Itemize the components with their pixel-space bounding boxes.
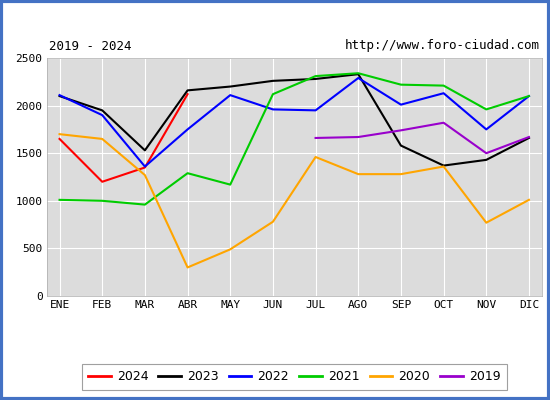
Text: 2019 - 2024: 2019 - 2024 <box>49 40 131 52</box>
Text: http://www.foro-ciudad.com: http://www.foro-ciudad.com <box>344 40 540 52</box>
Text: Evolucion Nº Turistas Nacionales en el municipio de Magán: Evolucion Nº Turistas Nacionales en el m… <box>50 9 501 25</box>
Legend: 2024, 2023, 2022, 2021, 2020, 2019: 2024, 2023, 2022, 2021, 2020, 2019 <box>82 364 507 390</box>
